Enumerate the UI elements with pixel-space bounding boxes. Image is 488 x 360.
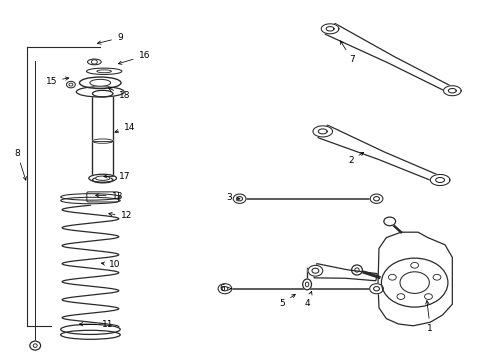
- Circle shape: [222, 287, 227, 291]
- Text: 16: 16: [118, 51, 150, 64]
- Ellipse shape: [87, 59, 101, 65]
- Ellipse shape: [302, 279, 311, 290]
- Polygon shape: [318, 129, 326, 134]
- Text: 13: 13: [95, 192, 123, 201]
- FancyBboxPatch shape: [87, 192, 118, 202]
- Circle shape: [218, 284, 231, 294]
- Circle shape: [383, 217, 395, 226]
- Circle shape: [369, 194, 382, 203]
- Text: 2: 2: [347, 152, 363, 165]
- Text: 11: 11: [79, 320, 113, 329]
- Polygon shape: [312, 126, 332, 137]
- Ellipse shape: [61, 324, 120, 334]
- Text: 8: 8: [14, 149, 26, 180]
- Ellipse shape: [351, 265, 362, 275]
- Circle shape: [373, 197, 379, 201]
- Text: 9: 9: [97, 33, 122, 44]
- Circle shape: [373, 287, 379, 291]
- Text: 6: 6: [219, 284, 231, 293]
- Text: 3: 3: [225, 194, 240, 202]
- Circle shape: [311, 268, 318, 273]
- Text: 7: 7: [340, 41, 354, 64]
- Bar: [92, 94, 113, 180]
- Circle shape: [396, 294, 404, 300]
- Circle shape: [387, 274, 395, 280]
- Text: 10: 10: [101, 260, 121, 269]
- Ellipse shape: [76, 87, 124, 97]
- Ellipse shape: [30, 341, 41, 350]
- Ellipse shape: [79, 77, 121, 89]
- Ellipse shape: [92, 139, 113, 143]
- Text: 15: 15: [45, 77, 69, 85]
- Circle shape: [233, 194, 245, 203]
- Text: 1: 1: [425, 301, 432, 333]
- Ellipse shape: [61, 197, 120, 204]
- Circle shape: [369, 284, 383, 294]
- Ellipse shape: [61, 194, 120, 200]
- Polygon shape: [321, 24, 338, 34]
- Text: 5: 5: [279, 294, 295, 307]
- Ellipse shape: [86, 68, 122, 75]
- Ellipse shape: [95, 176, 110, 180]
- Circle shape: [399, 272, 428, 293]
- Circle shape: [424, 294, 431, 300]
- Ellipse shape: [90, 79, 110, 86]
- Circle shape: [307, 265, 322, 276]
- Polygon shape: [435, 177, 444, 183]
- Text: 12: 12: [108, 211, 132, 220]
- Polygon shape: [429, 175, 449, 185]
- Circle shape: [381, 258, 447, 307]
- Circle shape: [236, 197, 242, 201]
- Polygon shape: [447, 89, 455, 93]
- Text: 14: 14: [115, 123, 135, 133]
- Circle shape: [66, 81, 75, 88]
- Ellipse shape: [61, 330, 120, 339]
- Text: 17: 17: [103, 172, 130, 181]
- Ellipse shape: [89, 174, 116, 182]
- Text: 4: 4: [304, 291, 311, 307]
- Polygon shape: [443, 86, 460, 96]
- Ellipse shape: [92, 90, 113, 97]
- Text: 18: 18: [108, 88, 130, 100]
- Circle shape: [432, 274, 440, 280]
- Polygon shape: [325, 27, 333, 31]
- Circle shape: [410, 262, 418, 268]
- Ellipse shape: [92, 177, 113, 183]
